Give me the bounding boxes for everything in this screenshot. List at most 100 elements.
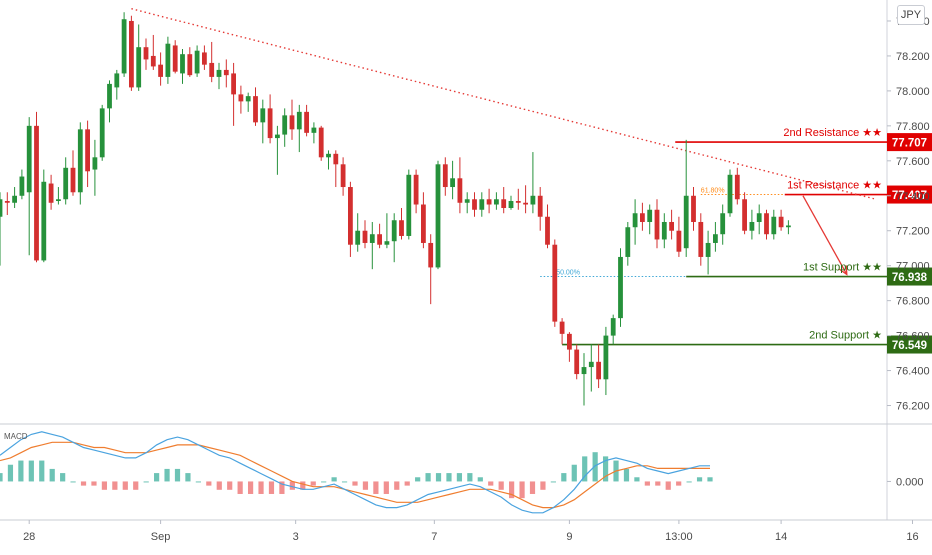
candle-body (340, 164, 346, 188)
macd-histogram-bar (655, 481, 661, 486)
level-price-label: 76.549 (892, 340, 927, 352)
candle-body (406, 174, 412, 236)
time-tick-label: 13:00 (665, 531, 693, 543)
level-name-label: 2nd Support ★ (809, 330, 882, 342)
currency-badge[interactable]: JPY (897, 5, 925, 25)
descending-trendline (131, 8, 877, 200)
macd-histogram-bar (279, 481, 285, 494)
candle-body (275, 134, 280, 139)
candle-body (545, 216, 550, 245)
candle-body (296, 111, 302, 130)
macd-histogram-bar (519, 481, 525, 499)
macd-histogram-bar (696, 477, 703, 482)
candle-body (202, 52, 207, 65)
candle-body (574, 349, 580, 375)
level-name-label: 2nd Resistance ★★ (783, 127, 882, 139)
candle-body (778, 216, 784, 228)
candle-body (559, 321, 565, 334)
grid (0, 0, 932, 521)
macd-histogram-bar (634, 477, 640, 482)
candle-body (523, 202, 528, 205)
macd-histogram-bar (352, 481, 358, 486)
candle-body (625, 227, 631, 257)
candle-body (326, 153, 331, 158)
price-tick-label: 76.400 (896, 366, 930, 378)
candle-body (713, 234, 718, 243)
candle-body (216, 69, 222, 77)
price-axis[interactable]: 78.40078.20078.00077.80077.60077.40077.2… (887, 16, 930, 488)
candle-body (289, 115, 295, 130)
candle-body (457, 178, 463, 203)
candle-body (136, 47, 142, 88)
macd-histogram-bar (310, 481, 316, 486)
candle-body (187, 54, 193, 76)
time-tick-label: 3 (293, 531, 299, 543)
candle-body (756, 213, 762, 222)
candle-body (647, 209, 653, 222)
macd-histogram-bar (321, 481, 327, 483)
macd-histogram-bar (446, 473, 452, 482)
macd-histogram-bar (383, 481, 389, 494)
macd-histogram-bar (362, 481, 369, 490)
candle-body (304, 111, 309, 133)
candle-body (413, 174, 419, 205)
macd-histogram-bar (143, 481, 149, 483)
candle-body (421, 204, 426, 243)
macd-histogram-bar (195, 481, 201, 483)
level-labels: 2nd Resistance ★★ 77.707 1st Resistance ★★… (783, 127, 932, 354)
candle-body (311, 127, 317, 133)
macd-histogram-bar (529, 481, 536, 494)
price-tick-label: 77.000 (896, 261, 930, 273)
time-axis[interactable]: 28 Sep 3 7 9 13:00 14 16 (23, 520, 919, 543)
candle-body (391, 220, 397, 242)
candle-body (143, 47, 149, 60)
candle-body (4, 201, 10, 203)
candle-body (530, 195, 536, 205)
macd-histogram-bar (415, 477, 421, 482)
macd-histogram-bar (112, 481, 118, 490)
price-tick-label: 78.200 (896, 51, 930, 63)
candle-body (253, 96, 258, 123)
level-price-badge (887, 185, 932, 204)
candle-body (552, 244, 558, 322)
candle-body (150, 55, 156, 67)
candle-body (26, 125, 32, 193)
macd-histogram-bar (268, 481, 275, 494)
candle-body (727, 174, 733, 214)
candle-body (537, 195, 543, 217)
time-tick-label: 7 (431, 531, 437, 543)
macd-histogram-bar (174, 468, 181, 482)
macd-histogram-bar (707, 477, 713, 482)
macd-histogram-bar (435, 473, 442, 482)
macd-histogram-bar (237, 481, 243, 494)
macd-line (0, 431, 710, 514)
candle-body (238, 94, 244, 102)
candle-body (282, 115, 288, 135)
macd-histogram-bar (582, 456, 588, 482)
level-name-label: 1st Resistance ★★ (787, 180, 882, 192)
macd-histogram-bar (394, 481, 400, 490)
macd-histogram-bar (0, 473, 3, 482)
candle-body (399, 220, 404, 236)
time-tick-label: 16 (906, 531, 918, 543)
price-tick-label: 77.600 (896, 156, 930, 168)
candle-body (114, 73, 120, 88)
macd-histogram-bar (498, 481, 504, 490)
level-lines: 61.80% 50.00% (540, 141, 887, 346)
candle-body (618, 256, 623, 319)
macd-histogram-bar (60, 473, 66, 482)
macd-signal-line (0, 441, 710, 509)
macd-histogram-bar (331, 477, 337, 482)
macd-histogram-bar (300, 481, 306, 490)
macd-histogram-bar (571, 464, 577, 482)
candle-body (362, 230, 368, 243)
macd-histogram-bar (227, 481, 233, 490)
candle-body (56, 199, 61, 202)
candle-body (384, 241, 390, 245)
macd-histogram-bar (404, 481, 410, 486)
candle-body (260, 108, 266, 123)
candle-body (92, 157, 98, 170)
candle-body (786, 225, 791, 228)
